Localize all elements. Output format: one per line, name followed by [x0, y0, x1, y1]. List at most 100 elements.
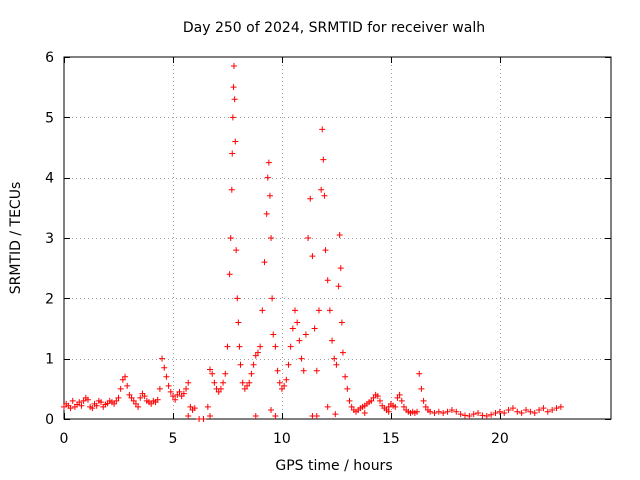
- data-point: [374, 393, 381, 400]
- data-point: [311, 325, 318, 332]
- data-point: [368, 397, 375, 404]
- data-point: [248, 370, 255, 377]
- data-point: [422, 403, 429, 410]
- data-point: [174, 391, 181, 398]
- data-point: [141, 393, 148, 400]
- data-point: [172, 396, 179, 403]
- data-point: [394, 394, 401, 401]
- data-point: [318, 186, 325, 193]
- data-point: [361, 409, 368, 416]
- data-point: [272, 412, 279, 419]
- data-point: [228, 186, 235, 193]
- data-point: [505, 406, 512, 413]
- data-point: [226, 271, 233, 278]
- data-point: [287, 343, 294, 350]
- data-point: [326, 307, 333, 314]
- x-tick-label: 5: [169, 431, 178, 447]
- data-point: [457, 411, 464, 418]
- data-point: [234, 295, 241, 302]
- data-point: [333, 361, 340, 368]
- data-point: [244, 382, 251, 389]
- data-point: [119, 376, 126, 383]
- data-point: [257, 343, 264, 350]
- data-point: [93, 402, 100, 409]
- data-point: [165, 382, 172, 389]
- data-point: [241, 385, 248, 392]
- data-point: [187, 403, 194, 410]
- y-tick-label: 4: [45, 171, 54, 187]
- data-point: [313, 367, 320, 374]
- data-point: [509, 405, 516, 412]
- data-point: [261, 259, 268, 266]
- data-point: [475, 409, 482, 416]
- data-point: [154, 396, 161, 403]
- data-point: [135, 403, 142, 410]
- data-point: [130, 397, 137, 404]
- data-point: [549, 406, 556, 413]
- data-point: [254, 349, 261, 356]
- data-point: [444, 408, 451, 415]
- data-point: [385, 408, 392, 415]
- data-point: [98, 399, 105, 406]
- data-point: [339, 349, 346, 356]
- data-point: [222, 370, 229, 377]
- chart-title: Day 250 of 2024, SRMTID for receiver wal…: [183, 20, 485, 36]
- data-point: [501, 409, 508, 416]
- axis-ticks: [64, 57, 611, 420]
- data-point: [346, 397, 353, 404]
- data-point: [329, 337, 336, 344]
- data-point: [67, 405, 74, 412]
- data-point: [492, 409, 499, 416]
- data-point: [183, 385, 190, 392]
- data-point: [169, 393, 176, 400]
- data-point: [270, 331, 277, 338]
- data-point: [263, 210, 270, 217]
- data-point: [331, 355, 338, 362]
- data-point: [237, 361, 244, 368]
- data-point: [207, 412, 214, 419]
- x-tick-labels: 0 5 10 15 20: [60, 431, 509, 447]
- data-point: [268, 406, 275, 413]
- data-point: [376, 397, 383, 404]
- data-point: [342, 373, 349, 380]
- data-point: [321, 192, 328, 199]
- data-point: [531, 409, 538, 416]
- data-point: [122, 373, 129, 380]
- data-point: [319, 126, 326, 133]
- data-point: [420, 397, 427, 404]
- y-tick-label: 1: [45, 352, 54, 368]
- data-point: [298, 355, 305, 362]
- data-point: [227, 235, 234, 241]
- data-point: [348, 403, 355, 410]
- data-point: [239, 379, 246, 386]
- data-point: [207, 366, 214, 373]
- data-point: [272, 343, 279, 350]
- x-tick-label: 0: [60, 431, 69, 447]
- y-tick-label: 0: [45, 412, 54, 428]
- data-point: [557, 403, 564, 410]
- data-point: [274, 367, 281, 374]
- data-point: [211, 379, 218, 386]
- data-point: [224, 343, 231, 350]
- data-point: [285, 361, 292, 368]
- data-point: [435, 408, 442, 415]
- data-point: [128, 394, 135, 401]
- data-point: [117, 385, 124, 392]
- data-point: [80, 397, 87, 404]
- data-point: [84, 396, 91, 403]
- data-point: [427, 408, 434, 415]
- data-point: [466, 412, 473, 419]
- data-point: [78, 402, 85, 409]
- y-tick-label: 3: [45, 231, 54, 247]
- data-point: [159, 355, 166, 362]
- data-point: [264, 174, 271, 181]
- data-point: [335, 283, 342, 290]
- data-point: [246, 379, 253, 386]
- data-point: [398, 397, 405, 404]
- data-point: [336, 231, 343, 238]
- y-tick-label: 6: [45, 50, 54, 66]
- data-point: [300, 367, 307, 374]
- data-point: [283, 376, 290, 383]
- data-point: [185, 379, 192, 386]
- data-point: [231, 96, 238, 103]
